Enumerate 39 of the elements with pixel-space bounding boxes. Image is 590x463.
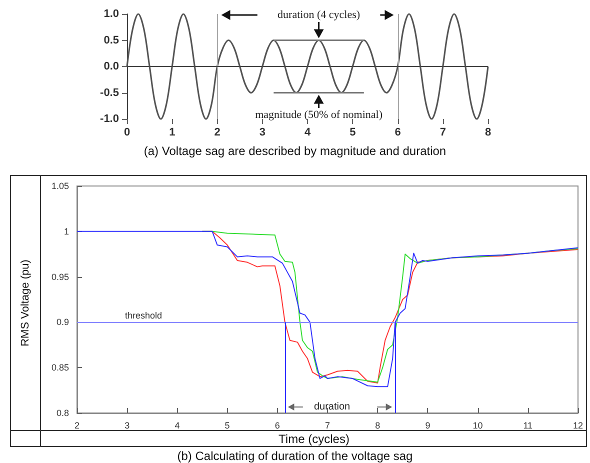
- y-tick-label: -0.5: [100, 86, 119, 99]
- y-tick-label: 1.0: [104, 8, 119, 20]
- x-tick-label: 7: [324, 420, 330, 430]
- annotation: duration: [314, 402, 350, 412]
- x-tick-label: 2: [214, 126, 220, 138]
- y-tick-label: 0.5: [104, 34, 119, 46]
- y-tick-label: 0.9: [56, 317, 69, 328]
- ref-line-label: threshold: [125, 310, 162, 321]
- annotation: magnitude (50% of nominal): [255, 109, 383, 121]
- y-tick-label: 0.95: [51, 272, 69, 282]
- x-tick-label: 1: [169, 126, 176, 138]
- x-tick-label: 6: [274, 420, 280, 430]
- x-tick-label: 5: [350, 126, 356, 138]
- x-tick-label: 9: [425, 420, 430, 430]
- x-tick-label: 3: [124, 420, 130, 430]
- x-tick-label: 4: [304, 126, 312, 138]
- x-tick-label: 12: [572, 420, 583, 430]
- y-tick-label: -1.0: [100, 113, 119, 125]
- y-tick-label: 1.05: [51, 181, 69, 191]
- y-tick-label: 1: [64, 226, 69, 236]
- x-tick-label: 4: [174, 420, 180, 430]
- y-tick-label: 0.85: [51, 362, 69, 373]
- y-axis-title: RMS Voltage (pu): [19, 259, 32, 346]
- x-tick-label: 6: [394, 126, 401, 138]
- text: (a) Voltage sag are described by magnitude and duration: [142, 144, 448, 158]
- y-tick-label: 0.8: [56, 408, 69, 418]
- x-tick-label: 0: [124, 126, 130, 138]
- text: (b) Calculating of duration of the voltage sag: [176, 449, 414, 463]
- x-tick-label: 5: [224, 420, 230, 430]
- x-tick-label: 8: [484, 126, 492, 138]
- y-tick-label: 0.0: [104, 60, 119, 72]
- x-tick-label: 10: [472, 420, 483, 430]
- x-tick-label: 7: [440, 126, 446, 138]
- x-tick-label: 8: [375, 420, 380, 430]
- annotation: duration (4 cycles): [278, 9, 360, 21]
- x-axis-title: Time (cycles): [278, 431, 350, 447]
- x-tick-label: 3: [259, 126, 266, 138]
- x-tick-label: 11: [523, 420, 533, 430]
- x-tick-label: 2: [74, 420, 80, 430]
